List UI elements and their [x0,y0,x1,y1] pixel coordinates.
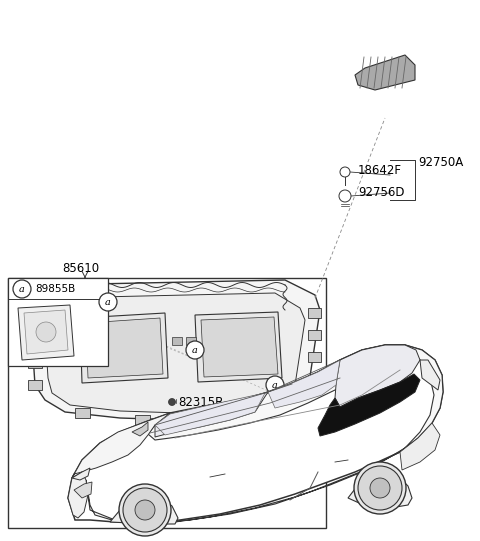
Polygon shape [268,360,340,408]
Polygon shape [132,422,148,436]
Polygon shape [110,496,178,524]
Circle shape [13,280,31,298]
Text: a: a [19,285,25,294]
Bar [28,380,42,390]
Bar [8,278,326,528]
Polygon shape [86,345,443,523]
Polygon shape [55,303,105,345]
Circle shape [135,500,155,520]
Polygon shape [60,308,101,340]
Polygon shape [74,482,92,498]
Bar [28,310,42,320]
Polygon shape [86,318,163,378]
Polygon shape [148,345,405,440]
Bar [186,337,196,345]
Polygon shape [400,423,440,470]
Polygon shape [195,312,282,382]
Polygon shape [80,313,168,383]
Polygon shape [68,472,88,518]
Polygon shape [318,374,420,436]
Bar [28,358,42,368]
Polygon shape [348,474,412,508]
Text: 85610: 85610 [62,262,99,275]
Text: 92750A: 92750A [418,156,463,169]
Bar [215,418,230,428]
Text: 89855B: 89855B [35,284,75,294]
Bar [308,352,321,362]
Bar [8,278,108,366]
Text: 92756D: 92756D [358,187,405,200]
Circle shape [339,190,351,202]
Circle shape [36,322,56,342]
Polygon shape [72,468,90,480]
Text: 82315B: 82315B [178,397,223,410]
Text: 18642F: 18642F [358,163,402,176]
Bar [135,415,150,425]
Polygon shape [18,305,74,360]
Polygon shape [420,360,440,390]
Polygon shape [335,345,420,407]
Text: a: a [272,381,278,390]
Circle shape [123,488,167,532]
Circle shape [186,341,204,359]
Polygon shape [32,280,320,420]
Circle shape [358,466,402,510]
Circle shape [340,167,350,177]
Bar [28,335,42,345]
Bar [172,337,182,345]
Bar [308,308,321,318]
Polygon shape [72,413,170,478]
Text: a: a [192,346,198,355]
Circle shape [168,399,176,406]
Circle shape [354,462,406,514]
Polygon shape [355,55,415,90]
Bar [275,408,290,418]
Polygon shape [24,310,68,354]
Bar [308,375,321,385]
Bar [308,330,321,340]
Circle shape [99,293,117,311]
Polygon shape [68,345,443,523]
Circle shape [370,478,390,498]
Bar [75,408,90,418]
Text: a: a [105,298,111,307]
Circle shape [266,376,284,394]
Polygon shape [201,317,278,377]
Circle shape [119,484,171,536]
Polygon shape [155,392,268,437]
Polygon shape [45,293,305,413]
Polygon shape [155,393,265,435]
